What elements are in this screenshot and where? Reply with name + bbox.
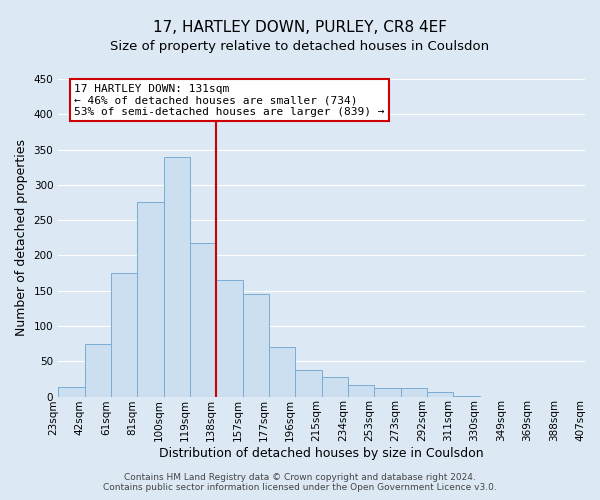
Text: 17 HARTLEY DOWN: 131sqm
← 46% of detached houses are smaller (734)
53% of semi-d: 17 HARTLEY DOWN: 131sqm ← 46% of detache… bbox=[74, 84, 385, 117]
Bar bbox=[58, 388, 85, 396]
Bar bbox=[427, 392, 453, 396]
Text: Size of property relative to detached houses in Coulsdon: Size of property relative to detached ho… bbox=[110, 40, 490, 53]
Bar bbox=[85, 344, 111, 396]
Bar bbox=[137, 202, 164, 396]
Bar bbox=[190, 242, 216, 396]
Bar bbox=[269, 347, 295, 397]
Bar bbox=[111, 273, 137, 396]
Y-axis label: Number of detached properties: Number of detached properties bbox=[15, 140, 28, 336]
Bar bbox=[401, 388, 427, 396]
Bar bbox=[164, 156, 190, 396]
Bar bbox=[295, 370, 322, 396]
Bar bbox=[322, 378, 348, 396]
Text: 17, HARTLEY DOWN, PURLEY, CR8 4EF: 17, HARTLEY DOWN, PURLEY, CR8 4EF bbox=[153, 20, 447, 35]
Text: Contains HM Land Registry data © Crown copyright and database right 2024.
Contai: Contains HM Land Registry data © Crown c… bbox=[103, 473, 497, 492]
Bar bbox=[348, 386, 374, 396]
Bar bbox=[216, 280, 242, 396]
Bar bbox=[374, 388, 401, 396]
Bar bbox=[242, 294, 269, 396]
X-axis label: Distribution of detached houses by size in Coulsdon: Distribution of detached houses by size … bbox=[159, 447, 484, 460]
